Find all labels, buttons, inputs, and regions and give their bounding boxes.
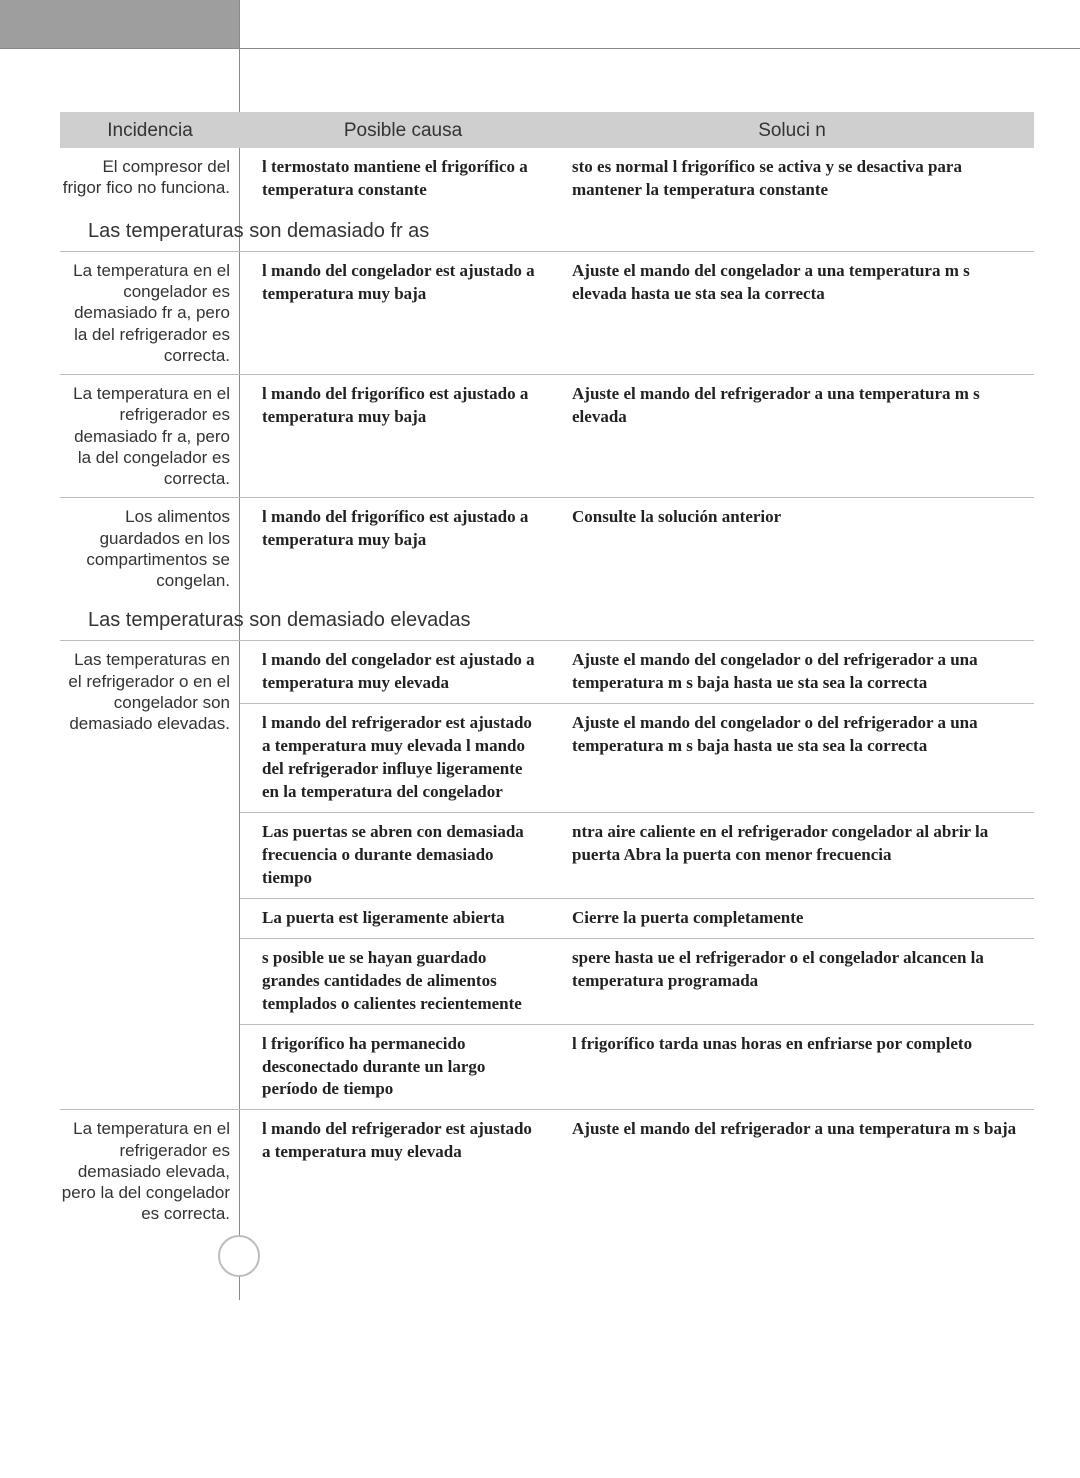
top-gray-block [0, 0, 240, 48]
sub-row: l mando del congelador est ajustado a te… [240, 641, 1034, 704]
causa-cell: l mando del congelador est ajustado a te… [240, 252, 550, 374]
sub-row: l mando del refrigerador est ajustado a … [240, 704, 1034, 813]
table-row-multi: Las temperaturas en el refrigerador o en… [60, 641, 1034, 1110]
solucion-cell: Ajuste el mando del congelador o del ref… [550, 641, 1034, 703]
incidencia-cell: La temperatura en el congelador es demas… [60, 252, 240, 374]
incidencia-cell: Las temperaturas en el refrigerador o en… [60, 641, 240, 1109]
causa-cell: l termostato mantiene el frigorífico a t… [240, 148, 550, 210]
solucion-cell: Ajuste el mando del refrigerador a una t… [550, 1110, 1034, 1232]
binder-ring-icon [218, 1235, 260, 1277]
sub-row: La puerta est ligeramente abierta Cierre… [240, 899, 1034, 939]
sub-rows: l mando del congelador est ajustado a te… [240, 641, 1034, 1109]
causa-cell: s posible ue se hayan guardado grandes c… [240, 939, 550, 1024]
causa-cell: La puerta est ligeramente abierta [240, 899, 550, 938]
sub-row: Las puertas se abren con demasiada frecu… [240, 813, 1034, 899]
solucion-cell: Consulte la solución anterior [550, 498, 1034, 599]
solucion-cell: Cierre la puerta completamente [550, 899, 1034, 938]
section-title-elevadas: Las temperaturas son demasiado elevadas [60, 599, 1034, 641]
section-title-frias: Las temperaturas son demasiado fr as [60, 210, 1034, 252]
header-incidencia: Incidencia [60, 112, 240, 148]
table-row: La temperatura en el refrigerador es dem… [60, 375, 1034, 498]
solucion-cell: sto es normal l frigorífico se activa y … [550, 148, 1034, 210]
causa-cell: l mando del refrigerador est ajustado a … [240, 1110, 550, 1232]
sub-row: l frigorífico ha permanecido desconectad… [240, 1025, 1034, 1110]
table-row: La temperatura en el refrigerador es dem… [60, 1110, 1034, 1232]
causa-cell: l mando del frigorífico est ajustado a t… [240, 498, 550, 599]
header-solucion: Soluci n [550, 112, 1034, 148]
sub-row: s posible ue se hayan guardado grandes c… [240, 939, 1034, 1025]
incidencia-cell: El compresor del frigor fico no funciona… [60, 148, 240, 210]
causa-cell: l mando del congelador est ajustado a te… [240, 641, 550, 703]
solucion-cell: Ajuste el mando del refrigerador a una t… [550, 375, 1034, 497]
causa-cell: l mando del frigorífico est ajustado a t… [240, 375, 550, 497]
causa-cell: l frigorífico ha permanecido desconectad… [240, 1025, 550, 1110]
solucion-cell: spere hasta ue el refrigerador o el cong… [550, 939, 1034, 1024]
solucion-cell: Ajuste el mando del congelador o del ref… [550, 704, 1034, 812]
causa-cell: l mando del refrigerador est ajustado a … [240, 704, 550, 812]
table-row: La temperatura en el congelador es demas… [60, 252, 1034, 375]
table-row: Los alimentos guardados en los compartim… [60, 498, 1034, 599]
table-header-row: Incidencia Posible causa Soluci n [60, 112, 1034, 148]
table-row: El compresor del frigor fico no funciona… [60, 148, 1034, 210]
solucion-cell: Ajuste el mando del congelador a una tem… [550, 252, 1034, 374]
solucion-cell: l frigorífico tarda unas horas en enfria… [550, 1025, 1034, 1110]
solucion-cell: ntra aire caliente en el refrigerador co… [550, 813, 1034, 898]
manual-page: Incidencia Posible causa Soluci n El com… [0, 0, 1080, 1478]
header-posible-causa: Posible causa [240, 112, 550, 148]
incidencia-cell: La temperatura en el refrigerador es dem… [60, 375, 240, 497]
incidencia-cell: Los alimentos guardados en los compartim… [44, 498, 240, 599]
top-horizontal-line [0, 48, 1080, 49]
troubleshooting-table: Incidencia Posible causa Soluci n El com… [60, 112, 1034, 1233]
incidencia-cell: La temperatura en el refrigerador es dem… [60, 1110, 240, 1232]
causa-cell: Las puertas se abren con demasiada frecu… [240, 813, 550, 898]
